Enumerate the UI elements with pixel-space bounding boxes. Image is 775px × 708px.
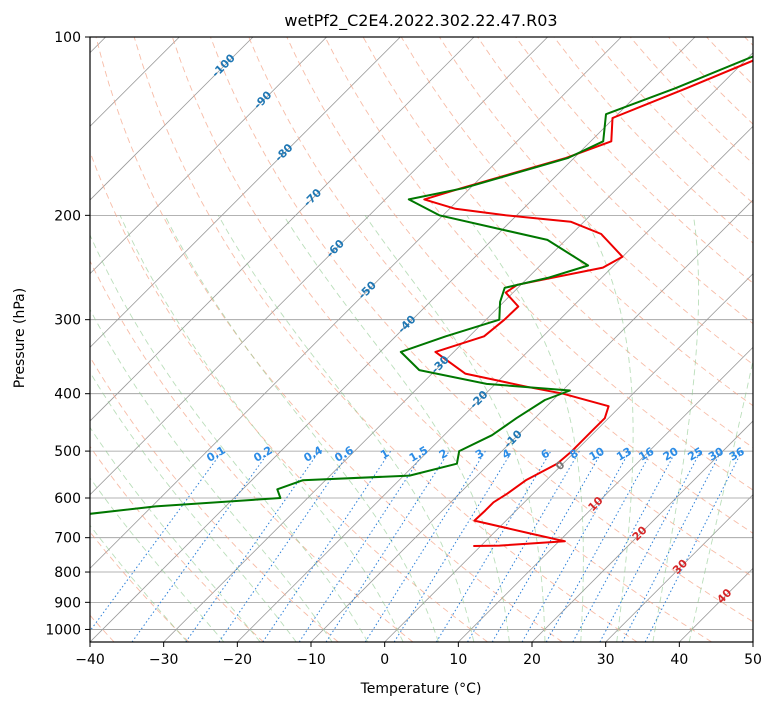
moist-adiabat-line <box>90 371 297 642</box>
dry-adiabat-line <box>90 356 339 642</box>
background-lines <box>90 37 753 642</box>
y-tick-label: 100 <box>54 30 81 46</box>
tick-layer: −40 −30 −20 −10 0 10 20 30 40 50 100 200 300 400 500 60… <box>45 30 762 668</box>
temperature-line <box>423 59 753 547</box>
y-axis-label: Pressure (hPa) <box>12 288 28 388</box>
dry-adiabat-line <box>171 37 712 642</box>
chart-title: wetPf2_C2E4.2022.302.22.47.R03 <box>284 11 557 31</box>
y-tick-label: 600 <box>54 491 81 507</box>
y-tick-label: 800 <box>54 565 81 581</box>
dry-adiabat-line <box>286 37 753 534</box>
moist-adiabat-line <box>652 215 700 642</box>
isotherm-line <box>384 273 753 642</box>
x-tick-label: 40 <box>670 652 688 668</box>
x-axis-label: Temperature (°C) <box>360 681 482 697</box>
isotherm-line <box>90 37 327 275</box>
dry-adiabat-line <box>324 37 753 491</box>
x-tick-label: 10 <box>449 652 467 668</box>
y-tick-label: 300 <box>54 313 81 329</box>
series-layer <box>90 55 753 547</box>
mixing-ratio-line <box>435 450 552 642</box>
isotherm-line <box>90 37 254 201</box>
moist-adiabat-line <box>90 308 333 642</box>
dry-adiabat-line <box>515 37 753 284</box>
x-tick-label: 20 <box>523 652 541 668</box>
dry-adiabat-line <box>133 37 638 642</box>
moist-adiabat-line <box>583 215 634 642</box>
mixing-ratio-line <box>325 450 450 642</box>
x-tick-label: −30 <box>149 652 179 668</box>
isotherm-line <box>90 37 622 569</box>
isotherm-line <box>90 37 548 496</box>
moist-adiabat-line <box>217 215 475 642</box>
moist-adiabat-line <box>364 215 546 642</box>
isotherm-line <box>163 52 753 642</box>
moist-adiabat-line <box>119 215 404 642</box>
x-tick-label: −40 <box>75 652 105 668</box>
mixing-ratio-line <box>185 450 320 642</box>
isotherm-line <box>531 420 753 642</box>
moist-adiabat-line <box>90 477 225 642</box>
dry-adiabat-line <box>90 445 264 642</box>
mixing-ratio-line <box>467 450 580 642</box>
dry-adiabat-line <box>95 37 563 642</box>
isotherm-line <box>605 494 753 642</box>
mixing-ratio-line <box>545 450 653 642</box>
y-tick-label: 900 <box>54 595 81 611</box>
x-tick-label: 0 <box>380 652 389 668</box>
mixing-ratio-line <box>218 450 351 642</box>
y-tick-label: 700 <box>54 531 81 547</box>
mixing-ratio-line <box>521 450 630 642</box>
isotherm-line <box>90 37 475 422</box>
dry-adiabat-line <box>90 259 414 642</box>
plot-frame <box>89 36 754 643</box>
moist-adiabat-line <box>164 215 439 642</box>
y-tick-label: 400 <box>54 387 81 403</box>
y-tick-label: 200 <box>54 208 81 224</box>
moist-adiabat-line <box>90 426 261 642</box>
moist-adiabat-line <box>90 234 369 642</box>
y-tick-label: 500 <box>54 444 81 460</box>
moist-adiabat-line <box>283 215 510 642</box>
dry-adiabat-line <box>248 37 753 578</box>
x-tick-label: −10 <box>296 652 326 668</box>
x-tick-label: 30 <box>597 652 615 668</box>
mixing-ratio-line <box>572 450 677 642</box>
mixing-ratio-line <box>364 450 486 642</box>
isotherm-line <box>90 37 696 642</box>
moist-adiabat-line <box>466 215 584 642</box>
x-tick-label: −20 <box>223 652 253 668</box>
x-tick-label: 50 <box>744 652 762 668</box>
mixing-ratio-line <box>393 450 513 642</box>
isotherm-line <box>237 125 753 642</box>
isotherm-line <box>90 37 401 348</box>
dewpoint-line <box>90 55 753 515</box>
dry-adiabat-line <box>210 37 753 623</box>
mixing-ratio-line <box>491 450 603 642</box>
y-tick-label: 1000 <box>45 622 81 638</box>
